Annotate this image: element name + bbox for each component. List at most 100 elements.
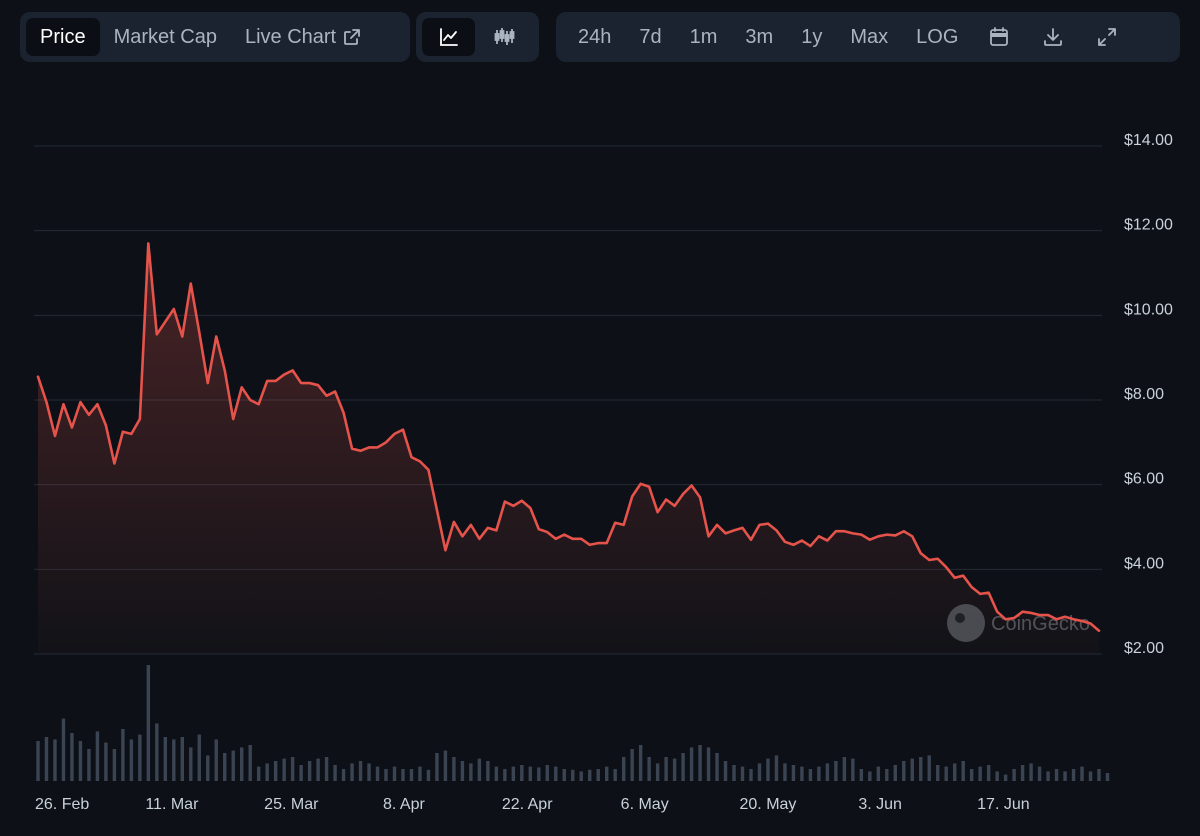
volume-bar [248, 745, 252, 781]
x-tick-label: 26. Feb [35, 796, 89, 813]
y-tick-label: $6.00 [1124, 471, 1164, 488]
volume-bar [604, 766, 609, 781]
line-chart-button[interactable] [422, 18, 475, 56]
volume-bar [749, 769, 753, 781]
calendar-button[interactable] [972, 18, 1026, 56]
volume-bar [672, 758, 677, 781]
x-tick-label: 20. May [740, 796, 797, 813]
volume-bar [104, 742, 108, 781]
volume-bar [129, 739, 134, 781]
candlestick-chart-button[interactable] [475, 18, 533, 56]
volume-bar [1080, 766, 1084, 781]
volume-bar [740, 766, 745, 781]
volume-bar [511, 766, 516, 781]
x-tick-label: 25. Mar [264, 796, 319, 813]
range-max-button[interactable]: Max [850, 25, 889, 48]
volume-bar [223, 753, 227, 781]
volume-bar [503, 769, 507, 781]
volume-bar [95, 731, 100, 781]
volume-bar [44, 737, 49, 781]
volume-bar [146, 665, 151, 781]
tab-market-cap[interactable]: Market Cap [113, 25, 217, 48]
volume-bar [1097, 769, 1101, 781]
x-axis-ticks: 26. Feb 11. Mar 25. Mar 8. Apr 22. Apr 6. May… [35, 796, 1030, 813]
tab-live-chart[interactable]: Live Chart [231, 18, 376, 56]
volume-bar [443, 750, 448, 781]
range-3m-button[interactable]: 3m [745, 25, 774, 48]
coingecko-logo-eye [955, 613, 965, 623]
volume-bar [324, 757, 329, 781]
range-7d-button[interactable]: 7d [639, 25, 662, 48]
range-1m-button[interactable]: 1m [689, 25, 718, 48]
volume-bar [664, 757, 668, 781]
price-area [38, 243, 1099, 654]
volume-bar [350, 763, 354, 781]
volume-bar [155, 723, 159, 781]
range-24h-button[interactable]: 24h [578, 25, 612, 48]
volume-bar [180, 737, 184, 781]
volume-bar [995, 771, 999, 781]
volume-bar [757, 763, 762, 781]
volume-bar [290, 757, 295, 781]
volume-bar [562, 769, 566, 781]
volume-bar [774, 755, 779, 781]
volume-bar [36, 741, 40, 781]
volume-bar [851, 758, 855, 781]
y-tick-label: $12.00 [1124, 217, 1173, 234]
volume-bar [545, 765, 549, 781]
volume-bar [986, 765, 991, 781]
volume-bar [256, 766, 261, 781]
volume-bar [341, 769, 346, 781]
volume-bar [392, 766, 397, 781]
volume-bar [732, 765, 736, 781]
volume-bar [384, 769, 388, 781]
volume-bar [1029, 763, 1033, 781]
volume-bar [1046, 771, 1050, 781]
volume-bar [358, 761, 363, 781]
volume-bar [910, 758, 914, 781]
calendar-icon [990, 27, 1009, 46]
volume-bar [554, 766, 558, 781]
volume-bar [953, 763, 957, 781]
volume-bar [435, 753, 439, 781]
download-icon [1044, 28, 1063, 46]
volume-bar [469, 763, 473, 781]
x-tick-label: 22. Apr [502, 796, 553, 813]
view-tab-group: Price Market Cap Live Chart [20, 12, 410, 62]
watermark-text: CoinGecko [991, 613, 1090, 635]
candlestick-chart-icon [494, 28, 515, 45]
volume-bar [87, 749, 91, 781]
volume-bar [613, 769, 617, 781]
volume-bar [520, 765, 524, 781]
log-scale-button[interactable]: LOG [916, 25, 959, 48]
volume-bar [494, 766, 499, 781]
volume-bar [1037, 766, 1042, 781]
volume-bar [706, 747, 711, 781]
volume-bar [172, 739, 176, 781]
volume-bar [1054, 769, 1059, 781]
volume-bar [936, 765, 940, 781]
y-tick-label: $2.00 [1124, 640, 1164, 657]
volume-bar [282, 758, 286, 781]
volume-bar [1063, 771, 1067, 781]
volume-bar [723, 761, 728, 781]
tab-price[interactable]: Price [26, 18, 100, 56]
download-button[interactable] [1026, 18, 1080, 56]
range-1y-button[interactable]: 1y [801, 25, 823, 48]
volume-bar [655, 763, 660, 781]
x-tick-label: 8. Apr [383, 796, 425, 813]
volume-bar [893, 765, 897, 781]
range-toolbar: 24h 7d 1m 3m 1y Max LOG [556, 12, 1180, 62]
volume-bar [969, 769, 974, 781]
volume-bar [537, 767, 541, 781]
volume-bar [409, 769, 414, 781]
volume-bar [1088, 771, 1093, 781]
x-tick-label: 17. Jun [977, 796, 1029, 813]
fullscreen-button[interactable] [1080, 18, 1134, 56]
volume-bar [834, 761, 838, 781]
volume-bar [800, 766, 804, 781]
volume-bar [307, 761, 312, 781]
volume-bar [944, 766, 948, 781]
volume-bar [919, 757, 923, 781]
